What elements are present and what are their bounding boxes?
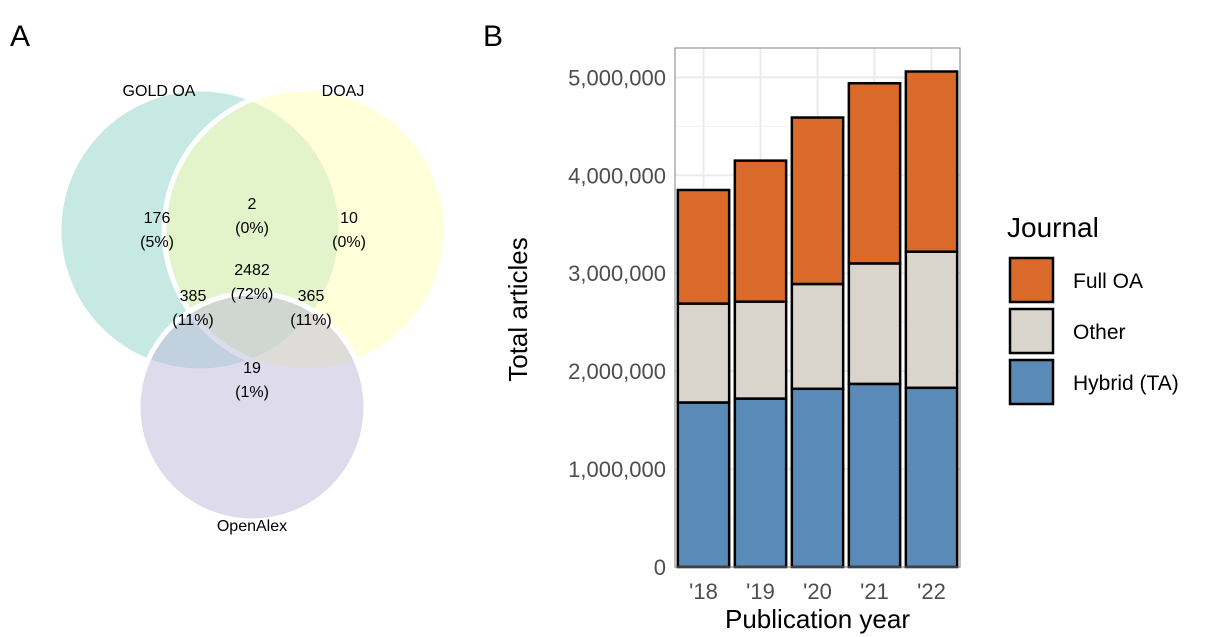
bar-hybrid-ta-20	[790, 387, 845, 569]
y-axis-title: Total articles	[503, 237, 533, 382]
venn-region-count: 385	[180, 288, 207, 305]
x-tick-label: '18	[689, 579, 718, 604]
legend-label: Full OA	[1073, 270, 1143, 293]
venn-region-gold-oa-and-openalex: 385 (11%)	[172, 288, 214, 329]
venn-region-percent: (11%)	[172, 312, 214, 329]
venn-region-count: 10	[340, 210, 358, 227]
legend-swatch	[1008, 307, 1055, 355]
bar-full-oa-18	[676, 188, 731, 305]
venn-region-percent: (5%)	[140, 234, 174, 251]
bar-other-20	[790, 282, 845, 391]
venn-region-percent: (0%)	[235, 220, 269, 237]
bar-other-21	[847, 262, 902, 386]
x-tick-label: '19	[746, 579, 775, 604]
legend-title: Journal	[1007, 212, 1099, 243]
bar-full-oa-21	[847, 82, 902, 265]
legend: Journal Full OA Other Hybrid (TA)	[1007, 212, 1179, 406]
bar-full-oa-20	[790, 116, 845, 286]
venn-region-openalex: 19 (1%)	[235, 360, 269, 401]
x-axis-title: Publication year	[725, 604, 910, 634]
y-tick-label: 0	[654, 555, 666, 580]
bar-other-22	[904, 250, 959, 390]
bar-hybrid-ta-19	[733, 397, 788, 569]
venn-region-count: 176	[144, 210, 171, 227]
venn-region-gold-oa: 176 (5%)	[140, 210, 174, 251]
venn-region-percent: (0%)	[332, 234, 366, 251]
legend-label: Hybrid (TA)	[1073, 372, 1179, 395]
venn-region-percent: (1%)	[235, 384, 269, 401]
bar-full-oa-19	[733, 159, 788, 303]
y-tick-label: 3,000,000	[568, 261, 666, 286]
y-tick-label: 2,000,000	[568, 359, 666, 384]
x-tick-labels: '18 '19 '20 '21 '22	[689, 579, 946, 604]
venn-region-count: 19	[243, 360, 261, 377]
bars	[676, 70, 959, 569]
bar-full-oa-22	[904, 70, 959, 253]
legend-item-full-oa: Full OA	[1008, 256, 1143, 304]
venn-diagram: GOLD OA DOAJ OpenAlex 176 (5%) 10 (0%) 2 (0%) 248…	[56, 83, 449, 535]
venn-region-count: 2482	[234, 262, 270, 279]
legend-swatch	[1008, 358, 1055, 406]
venn-region-percent: (72%)	[231, 286, 274, 303]
venn-region-gold-oa-and-doaj: 2 (0%)	[235, 196, 269, 237]
stacked-bar-chart: 0 1,000,000 2,000,000 3,000,000 4,000,000 5,0…	[503, 47, 1179, 634]
x-tick-label: '22	[917, 579, 946, 604]
legend-item-hybrid-ta: Hybrid (TA)	[1008, 358, 1179, 406]
venn-region-gold-oa-and-doaj-and-openalex: 2482 (72%)	[231, 262, 274, 303]
y-tick-labels: 0 1,000,000 2,000,000 3,000,000 4,000,000 5,0…	[568, 65, 666, 580]
y-tick-label: 5,000,000	[568, 65, 666, 90]
legend-item-other: Other	[1008, 307, 1126, 355]
venn-set-label-gold-oa: GOLD OA	[123, 83, 196, 100]
venn-region-doaj-and-openalex: 365 (11%)	[290, 288, 332, 329]
panel-label-b: B	[483, 20, 503, 53]
venn-region-percent: (11%)	[290, 312, 332, 329]
panel-label-a: A	[10, 20, 30, 53]
plot-border	[674, 47, 961, 568]
venn-set-label-doaj: DOAJ	[322, 83, 365, 100]
y-tick-label: 4,000,000	[568, 163, 666, 188]
venn-region-count: 365	[298, 288, 325, 305]
bar-other-19	[733, 300, 788, 400]
venn-set-label-openalex: OpenAlex	[217, 518, 287, 535]
bar-hybrid-ta-18	[676, 401, 731, 569]
venn-circle-openalex	[135, 290, 369, 524]
bar-other-18	[676, 302, 731, 404]
x-tick-label: '20	[803, 579, 832, 604]
y-tick-label: 1,000,000	[568, 457, 666, 482]
bar-hybrid-ta-21	[847, 382, 902, 569]
legend-swatch	[1008, 256, 1055, 304]
x-tick-label: '21	[860, 579, 889, 604]
bar-hybrid-ta-22	[904, 386, 959, 569]
legend-label: Other	[1073, 321, 1126, 344]
venn-region-count: 2	[248, 196, 257, 213]
venn-region-doaj: 10 (0%)	[332, 210, 366, 251]
